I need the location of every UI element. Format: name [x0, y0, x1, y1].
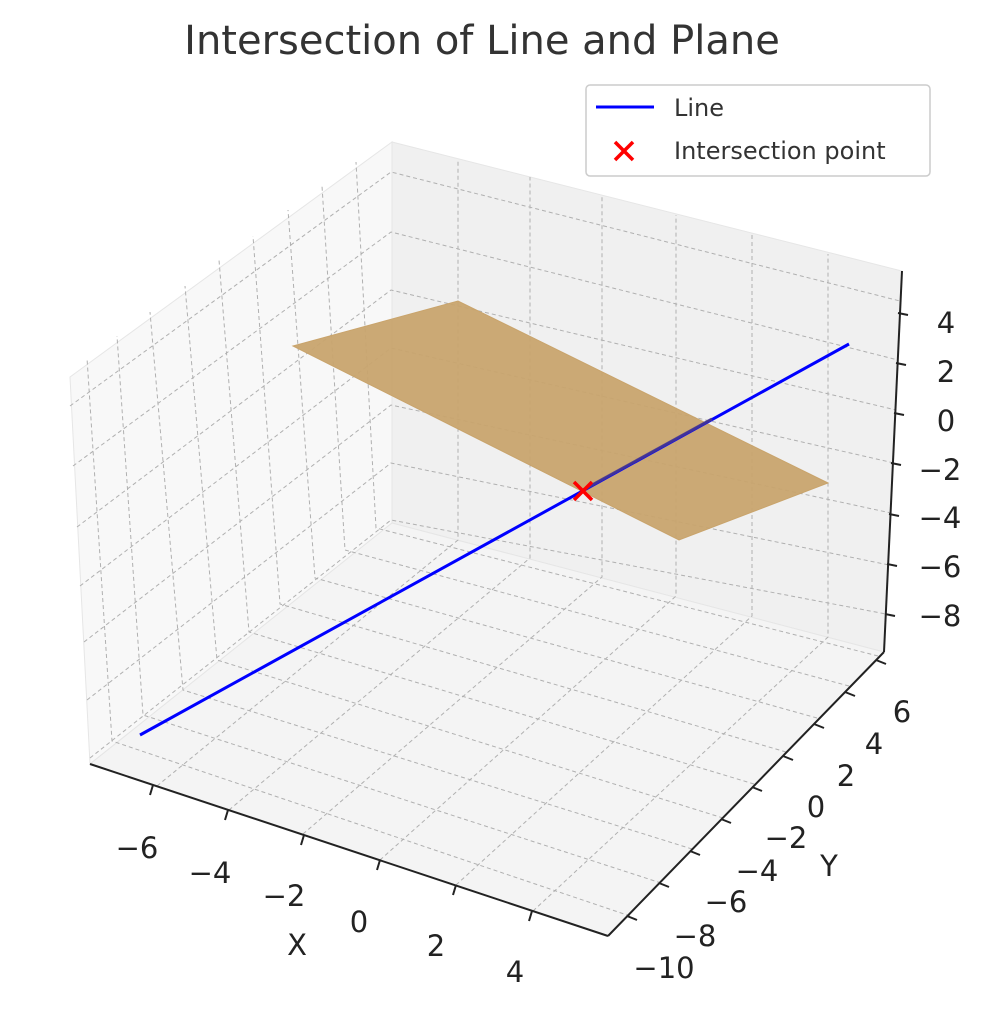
- y-axis-label: Y: [819, 849, 838, 883]
- y-tick-label-0: −10: [633, 951, 694, 985]
- y-tick-label-1: −8: [674, 919, 717, 953]
- y-axis-line: [607, 651, 885, 937]
- z-tick-label-6: −8: [919, 599, 962, 633]
- x-tick-label-5: 4: [506, 955, 524, 989]
- series-line: [139, 342, 850, 737]
- y-tick-labels: −10 −8 −6 −4 −2 0 2 4 6: [633, 695, 911, 985]
- y-tick-label-4: −2: [765, 821, 808, 855]
- z-tick-label-0: 4: [937, 306, 955, 340]
- z-tick-label-4: −4: [919, 501, 962, 535]
- legend: Line Intersection point: [585, 84, 931, 177]
- y-tick-label-3: −4: [736, 854, 779, 888]
- plane-surface: [291, 300, 830, 541]
- legend-box: [585, 84, 931, 177]
- y-tick-label-6: 2: [837, 759, 855, 793]
- legend-label-line: Line: [674, 94, 724, 122]
- x-tick-label-2: −2: [263, 879, 306, 913]
- x-axis-label: X: [287, 928, 307, 962]
- x-tick-label-3: 0: [350, 905, 368, 939]
- z-tick-label-3: −2: [919, 453, 962, 487]
- y-tick-label-2: −6: [705, 885, 748, 919]
- y-tick-label-7: 4: [865, 727, 883, 761]
- x-axis-line: [89, 763, 609, 937]
- x-tick-label-1: −4: [189, 856, 232, 890]
- grid-lines: [69, 159, 901, 917]
- x-tick-label-4: 2: [427, 929, 445, 963]
- legend-marker-swatch: [613, 140, 635, 162]
- intersection-point-marker: [572, 480, 594, 502]
- legend-label-intersection: Intersection point: [674, 137, 886, 165]
- z-tick-label-2: 0: [937, 404, 955, 438]
- series-line-overlay: [582, 417, 713, 492]
- z-axis-line: [883, 270, 903, 653]
- x-tick-label-0: −6: [116, 831, 159, 865]
- chart-title: Intersection of Line and Plane: [184, 18, 780, 64]
- z-tick-labels: 4 2 0 −2 −4 −6 −8: [919, 306, 962, 633]
- tick-marks: [149, 312, 909, 922]
- z-tick-label-1: 2: [937, 355, 955, 389]
- y-tick-label-5: 0: [807, 790, 825, 824]
- y-tick-label-8: 6: [893, 695, 911, 729]
- z-tick-label-5: −6: [919, 550, 962, 584]
- x-tick-labels: −6 −4 −2 0 2 4: [116, 831, 525, 989]
